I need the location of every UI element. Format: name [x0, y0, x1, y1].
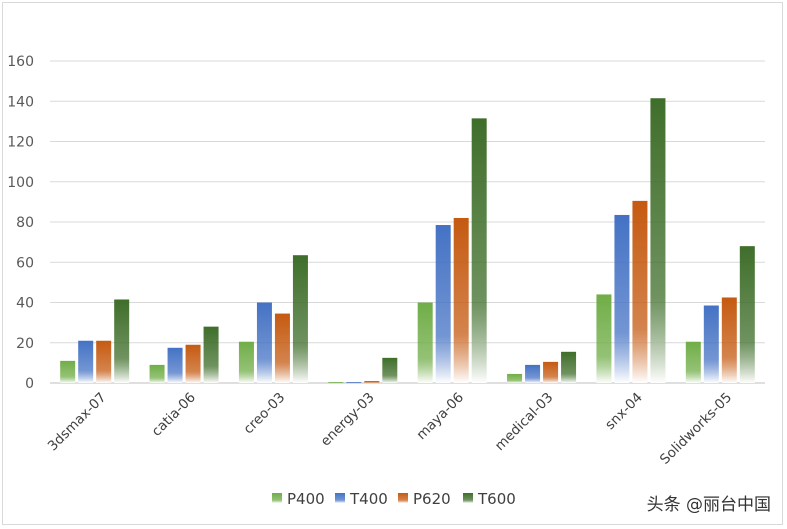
x-tick-label: Solidworks-05 [657, 390, 735, 468]
bar-P620-energy-03 [364, 380, 380, 383]
y-axis-ticks: 0 20 40 60 80 100 120 140 160 [7, 54, 34, 392]
legend-swatch-P620 [398, 493, 408, 503]
bar-P400-creo-03 [238, 341, 254, 383]
bar-P400-3dsmax-07 [60, 360, 76, 383]
x-tick-label: medical-03 [492, 390, 557, 455]
bar-T600-medical-03 [561, 351, 577, 383]
legend-label-P620: P620 [413, 490, 451, 508]
legend-label-T600: T600 [477, 490, 516, 508]
bar-T400-snx-04 [614, 214, 630, 383]
y-tick-label: 160 [7, 54, 34, 70]
bar-T600-catia-06 [203, 326, 219, 383]
x-tick-label: maya-06 [413, 390, 467, 444]
x-tick-label: snx-04 [602, 390, 646, 434]
y-tick-label: 80 [16, 215, 34, 231]
x-tick-label: energy-03 [318, 390, 378, 450]
y-tick-label: 120 [7, 135, 34, 151]
watermark: 头条 @丽台中国 [646, 495, 771, 515]
legend-swatch-P400 [272, 493, 282, 503]
bar-T600-energy-03 [382, 357, 398, 383]
bar-T400-catia-06 [167, 347, 183, 383]
legend-swatch-T600 [463, 493, 473, 503]
y-tick-label: 0 [25, 376, 34, 392]
bar-T600-snx-04 [650, 98, 666, 383]
bars [60, 98, 755, 383]
legend-label-T400: T400 [349, 490, 388, 508]
legend-label-P400: P400 [287, 490, 325, 508]
y-tick-label: 140 [7, 94, 34, 110]
bar-P400-snx-04 [596, 294, 612, 383]
bar-P400-medical-03 [507, 373, 523, 383]
legend: P400 T400 P620 T600 [272, 490, 516, 508]
bar-P620-maya-06 [453, 217, 469, 383]
y-tick-label: 100 [7, 175, 34, 191]
bar-T400-Solidworks-05 [703, 305, 719, 383]
bar-P620-medical-03 [543, 361, 559, 383]
bar-P620-Solidworks-05 [721, 297, 737, 383]
x-axis-ticks: 3dsmax-07 catia-06 creo-03 energy-03 maya-06… [45, 390, 735, 468]
bar-T600-3dsmax-07 [114, 299, 130, 383]
y-tick-label: 60 [16, 255, 34, 271]
y-tick-label: 40 [16, 296, 34, 312]
bar-T600-creo-03 [292, 255, 308, 383]
bar-T600-Solidworks-05 [739, 246, 755, 383]
bar-T400-creo-03 [256, 302, 272, 383]
bar-P400-energy-03 [328, 381, 344, 383]
bar-T400-energy-03 [346, 381, 362, 383]
bar-T400-maya-06 [435, 225, 451, 383]
bar-P400-catia-06 [149, 364, 165, 383]
bar-P400-maya-06 [417, 302, 433, 383]
bar-P620-3dsmax-07 [96, 340, 112, 383]
x-tick-label: catia-06 [149, 390, 199, 440]
bar-T600-maya-06 [471, 118, 487, 383]
bar-P620-catia-06 [185, 344, 201, 383]
legend-swatch-T400 [335, 493, 345, 503]
bar-P620-creo-03 [274, 313, 290, 383]
x-tick-label: creo-03 [241, 390, 289, 438]
y-tick-label: 20 [16, 336, 34, 352]
bar-P400-Solidworks-05 [685, 341, 701, 383]
bar-P620-snx-04 [632, 200, 648, 383]
bar-T400-3dsmax-07 [78, 340, 94, 383]
bar-T400-medical-03 [525, 364, 541, 383]
x-tick-label: 3dsmax-07 [45, 390, 110, 455]
